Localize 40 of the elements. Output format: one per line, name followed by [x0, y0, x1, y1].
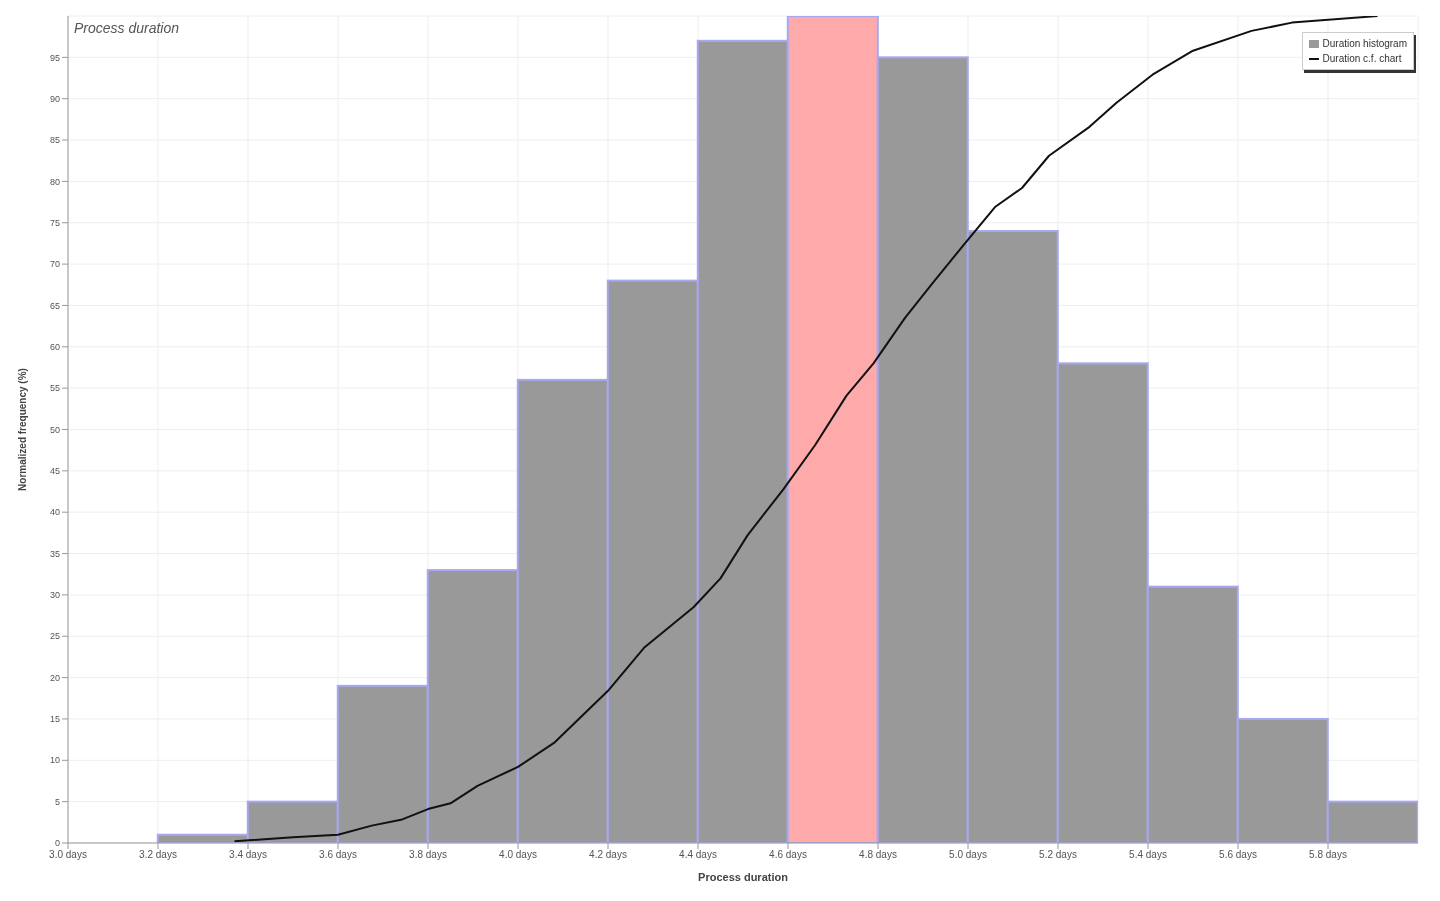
y-tick-label: 95: [49, 52, 60, 63]
y-axis-title: Normalized frequency (%): [16, 368, 28, 491]
y-tick-label: 45: [49, 466, 60, 477]
x-tick-label: 4.4 days: [679, 849, 717, 861]
x-tick-label: 5.4 days: [1129, 849, 1167, 861]
x-tick-label: 5.8 days: [1309, 849, 1347, 861]
x-tick-label: 3.8 days: [409, 849, 447, 861]
x-tick-label: 3.2 days: [139, 849, 177, 861]
y-tick-label: 5: [54, 796, 60, 807]
x-tick-label: 3.0 days: [49, 849, 87, 861]
y-tick-label: 40: [49, 507, 60, 518]
y-tick-label: 10: [49, 755, 60, 766]
x-tick-label: 5.6 days: [1219, 849, 1257, 861]
y-tick-label: 25: [49, 631, 60, 642]
y-tick-label: 90: [49, 93, 60, 104]
x-tick-label: 3.4 days: [229, 849, 267, 861]
y-tick-label: 60: [49, 341, 60, 352]
y-tick-label: 55: [49, 383, 60, 394]
y-tick-label: 50: [49, 424, 60, 435]
y-tick-label: 35: [49, 548, 60, 559]
legend-label: Duration histogram: [1321, 37, 1407, 51]
y-tick-label: 15: [49, 714, 60, 725]
y-tick-label: 0: [54, 838, 60, 849]
x-tick-label: 4.0 days: [499, 849, 537, 861]
y-tick-label: 70: [49, 259, 60, 270]
y-tick-label: 30: [49, 590, 60, 601]
x-tick-label: 4.6 days: [769, 849, 807, 861]
legend-label: Duration c.f. chart: [1321, 52, 1403, 66]
y-tick-label: 20: [49, 672, 60, 683]
y-tick-label: 85: [49, 135, 60, 146]
x-tick-label: 5.0 days: [949, 849, 987, 861]
chart-title: Process duration: [74, 20, 180, 36]
x-tick-label: 4.8 days: [859, 849, 897, 861]
x-axis-title: Process duration: [698, 871, 789, 883]
x-tick-label: 5.2 days: [1039, 849, 1077, 861]
x-tick-label: 3.6 days: [319, 849, 357, 861]
x-tick-label: 4.2 days: [589, 849, 627, 861]
y-tick-label: 75: [49, 217, 60, 228]
y-tick-label: 80: [49, 176, 60, 187]
y-tick-label: 65: [49, 300, 60, 311]
